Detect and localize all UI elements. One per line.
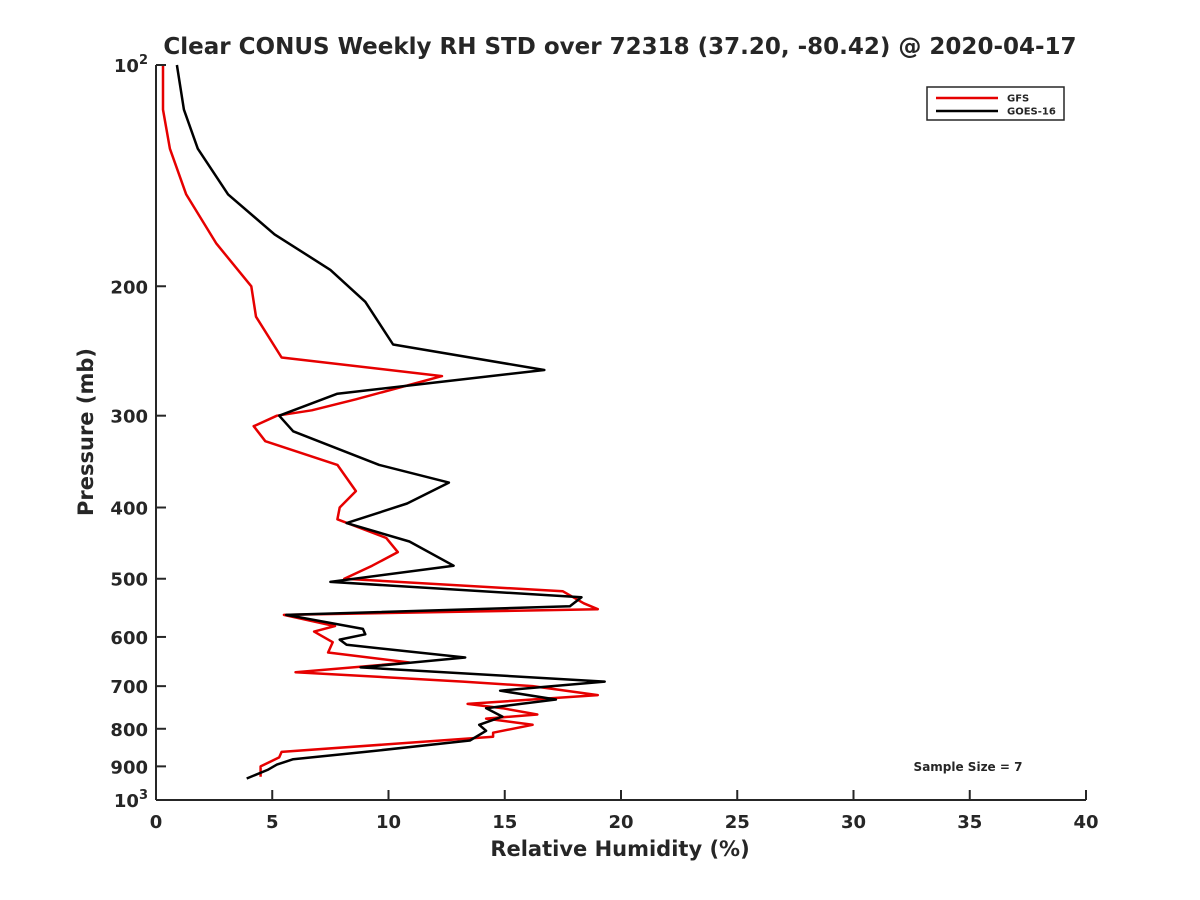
chart-title: Clear CONUS Weekly RH STD over 72318 (37… bbox=[163, 34, 1076, 60]
y-tick-label: 300 bbox=[110, 407, 148, 428]
y-tick-label: 102 bbox=[114, 53, 148, 77]
x-axis-label: Relative Humidity (%) bbox=[490, 837, 749, 861]
y-tick-label: 800 bbox=[110, 720, 148, 741]
series-line-goes16 bbox=[175, 64, 606, 780]
y-tick-label: 200 bbox=[110, 277, 148, 298]
series-layer bbox=[161, 64, 606, 780]
x-tick-label: 30 bbox=[841, 812, 866, 833]
y-tick-label: 600 bbox=[110, 628, 148, 649]
y-axis-label: Pressure (mb) bbox=[74, 348, 98, 516]
legend-label-goes16: GOES-16 bbox=[1007, 107, 1056, 118]
sample-size-annotation: Sample Size = 7 bbox=[914, 760, 1023, 774]
y-tick-label: 400 bbox=[110, 499, 148, 520]
x-tick-label: 20 bbox=[608, 812, 633, 833]
x-tick-label: 10 bbox=[376, 812, 401, 833]
x-tick-label: 15 bbox=[492, 812, 517, 833]
x-tick-label: 0 bbox=[150, 812, 163, 833]
legend: GFS GOES-16 bbox=[926, 86, 1065, 121]
ticks-layer: 0 5 10 15 20 25 30 35 40 102 200 300 400 500 600 700 800… bbox=[110, 53, 1098, 833]
y-tick-label: 700 bbox=[110, 677, 148, 698]
legend-label-gfs: GFS bbox=[1007, 94, 1029, 105]
y-tick-label: 900 bbox=[110, 757, 148, 778]
y-tick-label: 103 bbox=[114, 788, 148, 812]
x-tick-label: 35 bbox=[957, 812, 982, 833]
legend-box bbox=[926, 86, 1065, 121]
y-tick-label: 500 bbox=[110, 570, 148, 591]
x-tick-label: 25 bbox=[725, 812, 750, 833]
x-tick-label: 40 bbox=[1073, 812, 1098, 833]
x-tick-label: 5 bbox=[266, 812, 279, 833]
